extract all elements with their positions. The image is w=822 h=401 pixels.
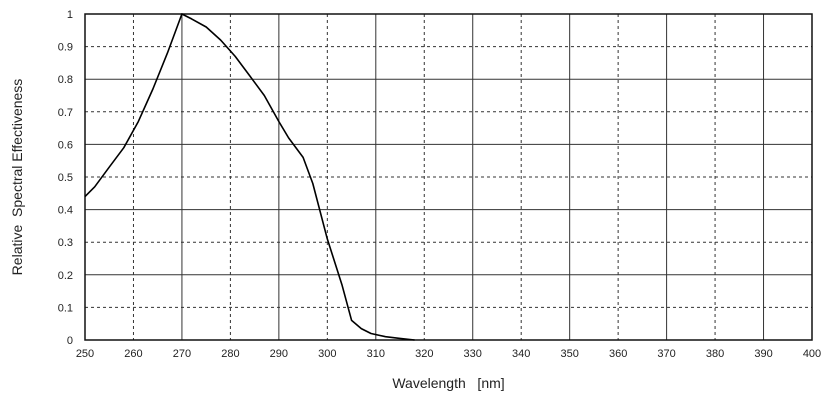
x-tick-label: 400 [803, 348, 821, 360]
x-tick-label: 330 [464, 348, 482, 360]
x-tick-label: 270 [173, 348, 191, 360]
y-tick-label: 0.4 [58, 205, 73, 217]
x-tick-label: 280 [221, 348, 239, 360]
grid-lines [85, 14, 812, 340]
y-tick-label: 0.1 [58, 302, 73, 314]
plot-frame [84, 13, 813, 341]
y-tick-label: 0.5 [58, 172, 73, 184]
x-tick-label: 310 [367, 348, 385, 360]
x-tick-label: 390 [754, 348, 772, 360]
x-tick-label: 250 [76, 348, 94, 360]
series-group [84, 13, 415, 341]
y-tick-label: 1 [67, 9, 73, 21]
x-tick-label: 340 [512, 348, 530, 360]
x-tick-label: 380 [706, 348, 724, 360]
x-tick-label: 320 [415, 348, 433, 360]
y-tick-label: 0.9 [58, 42, 73, 54]
x-tick-label: 350 [560, 348, 578, 360]
x-tick-labels: 250 260 270 280 290 300 310 320 330 340 350 360 370 3… [76, 348, 821, 360]
x-tick-label: 360 [609, 348, 627, 360]
x-tick-label: 300 [318, 348, 336, 360]
series-line-0 [84, 13, 415, 341]
y-tick-labels: 0 0.1 0.2 0.3 0.4 0.5 0.6 0.7 0.8 0.9 1 [58, 9, 73, 347]
y-tick-label: 0.7 [58, 107, 73, 119]
y-axis-title: Relative Spectral Effectiveness [9, 79, 25, 276]
x-tick-label: 370 [657, 348, 675, 360]
y-tick-label: 0.8 [58, 74, 73, 86]
x-tick-label: 260 [124, 348, 142, 360]
y-tick-label: 0 [67, 335, 73, 347]
x-axis-title: Wavelength [nm] [392, 375, 504, 391]
y-tick-label: 0.2 [58, 270, 73, 282]
x-tick-label: 290 [270, 348, 288, 360]
y-tick-label: 0.6 [58, 139, 73, 151]
y-tick-label: 0.3 [58, 237, 73, 249]
